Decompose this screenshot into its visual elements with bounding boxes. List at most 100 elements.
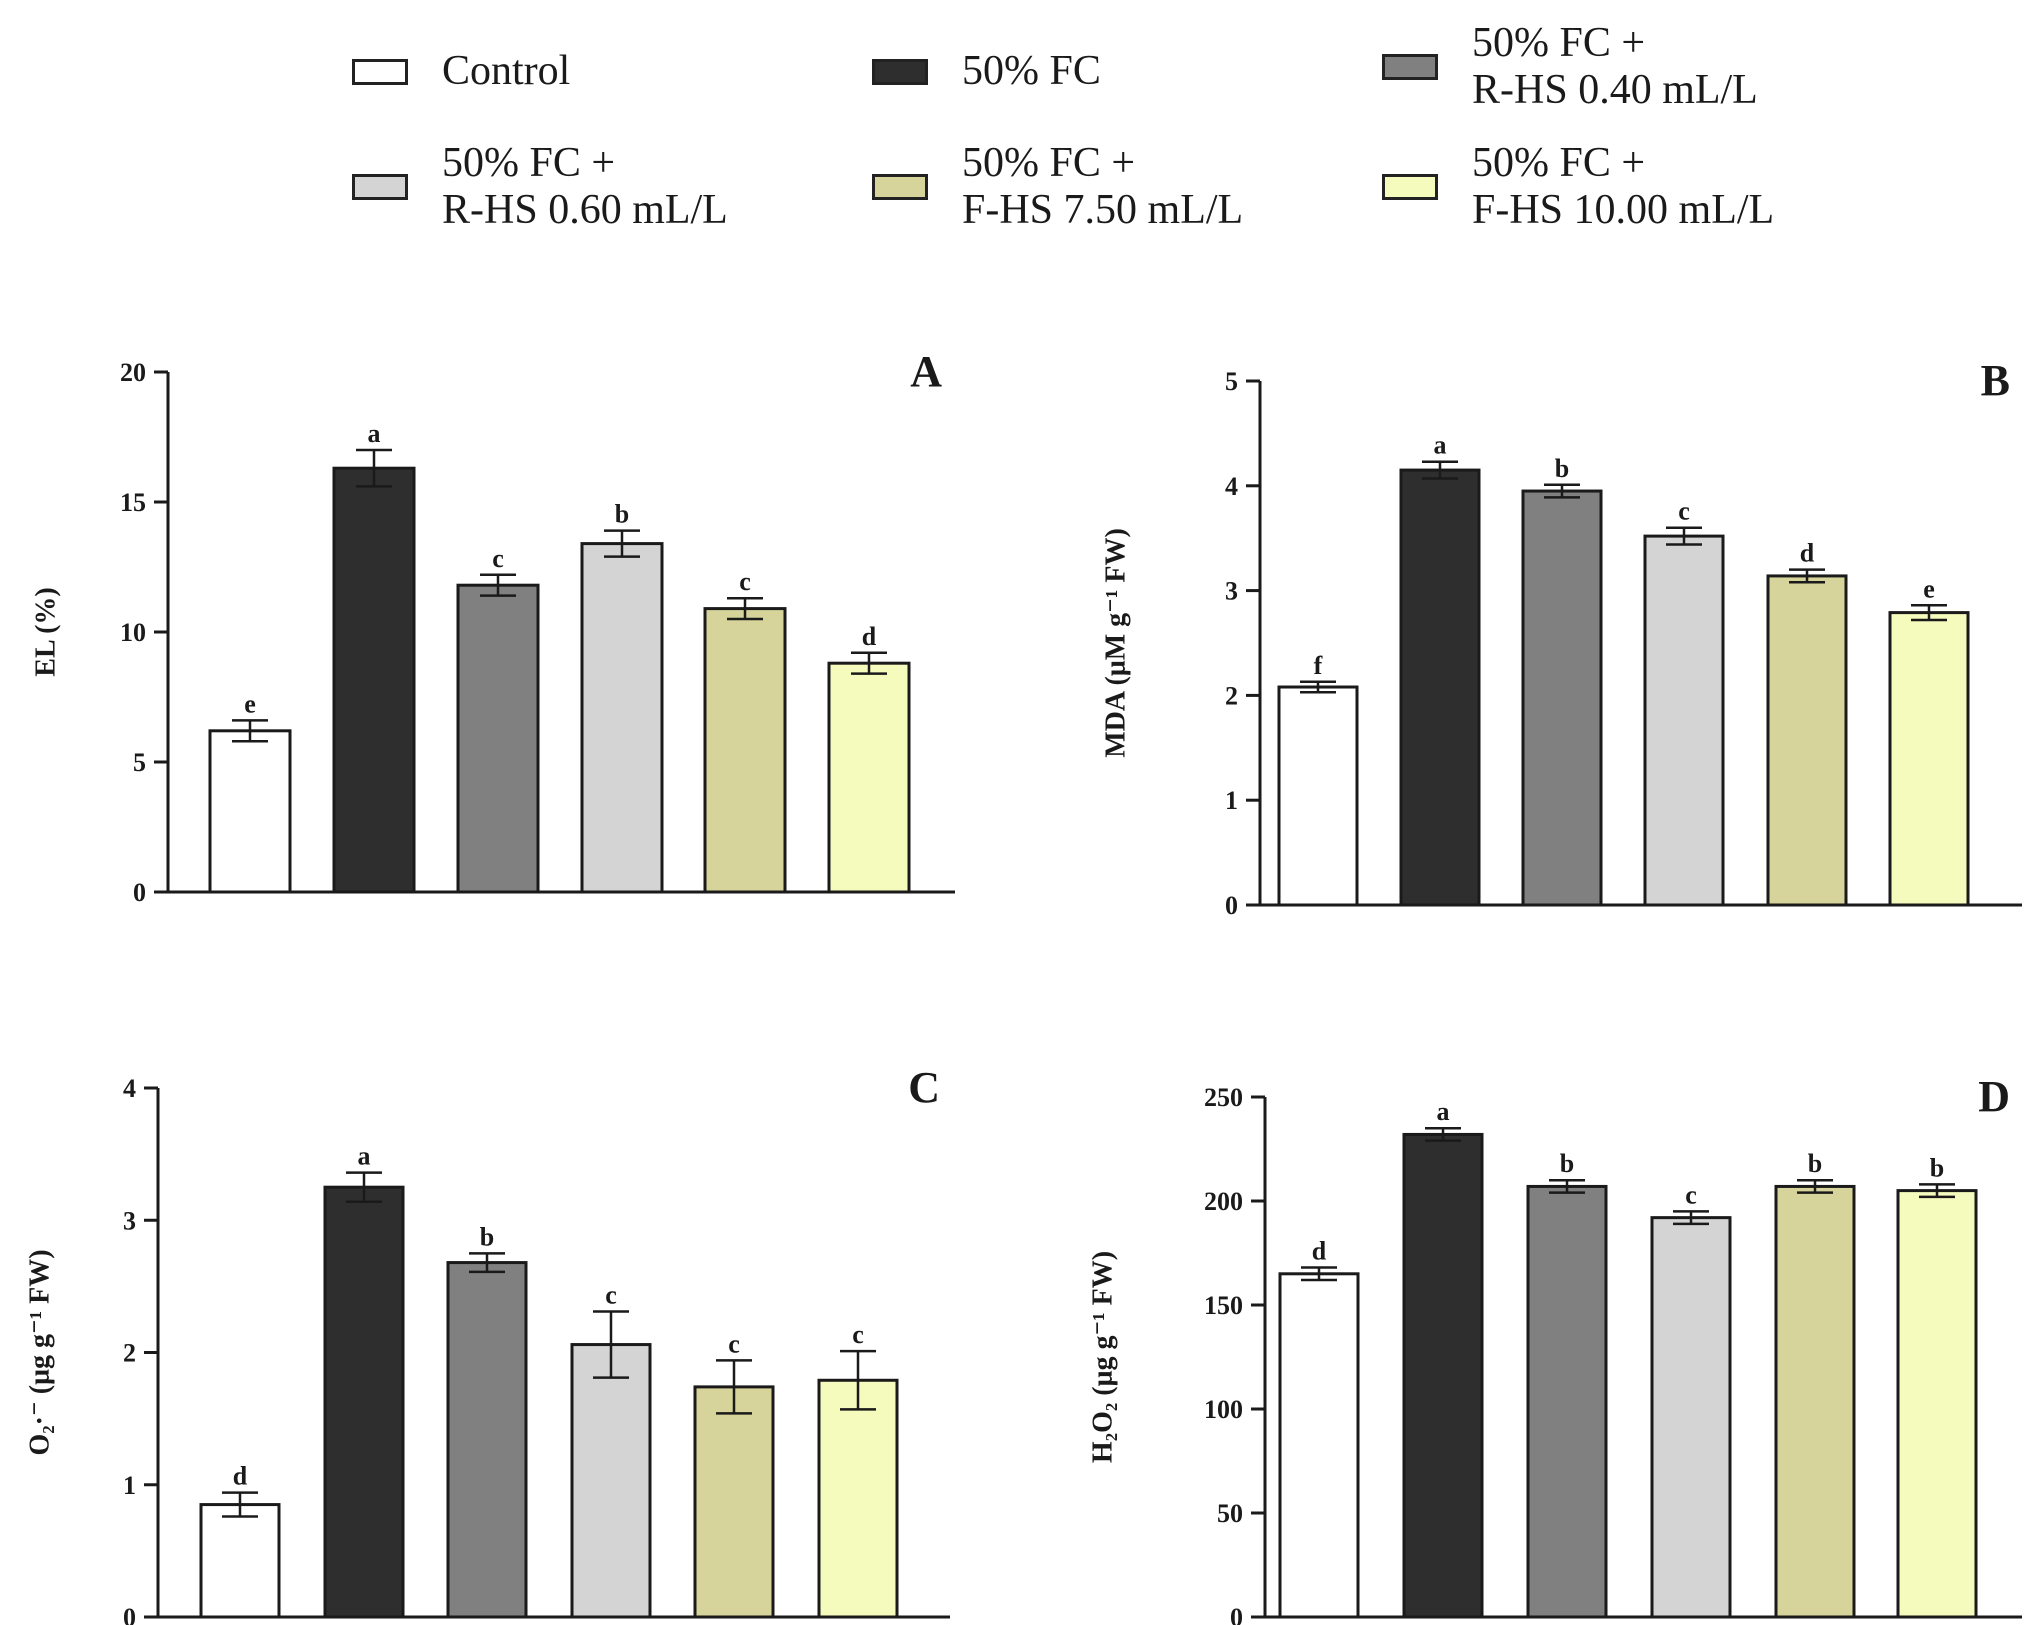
legend-label-50fc: 50% FC (962, 48, 1101, 94)
bar (817, 1378, 899, 1619)
bar (1766, 574, 1848, 907)
bar (446, 1261, 528, 1619)
significance-letter: b (1555, 454, 1569, 483)
y-tick-label: 0 (123, 1603, 136, 1625)
bar (1774, 1184, 1856, 1619)
panel-a: 0 5 10 15 20 EL (%) Ae a c b c d (30, 347, 955, 907)
y-tick-label: 250 (1204, 1083, 1243, 1112)
panel-letter: A (910, 347, 942, 396)
panel-c: 0 1 2 3 4 O₂·⁻ (μg g⁻¹ FW) Cd a b c c c (24, 1063, 950, 1625)
panel-letter: C (908, 1063, 940, 1112)
significance-letter: a (368, 419, 381, 448)
y-axis-label: O₂·⁻ (μg g⁻¹ FW) (24, 1249, 55, 1455)
significance-letter: d (233, 1462, 248, 1491)
y-tick-label: 0 (1225, 891, 1238, 920)
legend-item-fhs-1000: 50% FC + F-HS 10.00 mL/L (1382, 140, 1774, 234)
y-tick-label: 4 (1225, 472, 1238, 501)
bar (580, 542, 664, 894)
y-tick-label: 10 (120, 618, 146, 647)
y-tick-label: 5 (133, 748, 146, 777)
significance-letter: b (1560, 1149, 1574, 1178)
y-tick-label: 1 (1225, 786, 1238, 815)
bar (456, 583, 540, 894)
y-tick-label: 15 (120, 488, 146, 517)
legend-item-rhs-060: 50% FC + R-HS 0.60 mL/L (352, 140, 728, 234)
y-tick-label: 2 (1225, 681, 1238, 710)
bar (332, 466, 416, 894)
bar (199, 1503, 281, 1619)
y-tick-label: 200 (1204, 1187, 1243, 1216)
significance-letter: a (1434, 431, 1447, 460)
significance-letter: f (1314, 651, 1323, 680)
y-axis-label: EL (%) (30, 587, 61, 676)
significance-letter: b (615, 500, 629, 529)
bar (323, 1185, 405, 1619)
legend-swatch-rhs-060 (352, 174, 408, 200)
legend-item-50fc: 50% FC (872, 48, 1101, 95)
panel-b: 0 1 2 3 4 5 MDA (μM g⁻¹ FW) Bf a b c d e (1100, 356, 2022, 920)
bar (1399, 468, 1481, 907)
y-tick-label: 0 (1230, 1603, 1243, 1625)
y-tick-label: 3 (123, 1206, 136, 1235)
legend-swatch-control (352, 58, 408, 85)
y-tick-label: 5 (1225, 367, 1238, 396)
bar (703, 607, 787, 894)
significance-letter: b (1808, 1149, 1822, 1178)
legend-label-fhs-750: 50% FC + F-HS 7.50 mL/L (962, 140, 1244, 233)
legend-swatch-fhs-750 (872, 174, 928, 200)
bar (1650, 1216, 1732, 1619)
significance-letter: a (1437, 1097, 1450, 1126)
y-tick-label: 100 (1204, 1395, 1243, 1424)
y-tick-label: 150 (1204, 1291, 1243, 1320)
y-tick-label: 4 (123, 1074, 136, 1103)
panel-d: 0 50 100 150 200 250 H₂O₂ (μg g⁻¹ FW) Dd a b c b b (1087, 1072, 2022, 1625)
significance-letter: c (492, 544, 504, 573)
legend-item-fhs-750: 50% FC + F-HS 7.50 mL/L (872, 140, 1243, 234)
legend-item-rhs-040: 50% FC + R-HS 0.40 mL/L (1382, 20, 1758, 114)
legend-label-rhs-040: 50% FC + R-HS 0.40 mL/L (1472, 20, 1758, 113)
bar (1277, 685, 1359, 907)
significance-letter: b (1930, 1153, 1944, 1182)
y-tick-label: 0 (133, 878, 146, 907)
significance-letter: c (1678, 497, 1690, 526)
significance-letter: a (358, 1142, 371, 1171)
y-tick-label: 50 (1217, 1499, 1243, 1528)
bar (1521, 489, 1603, 907)
bar (1896, 1189, 1978, 1619)
bar (1888, 611, 1970, 907)
significance-letter: d (1312, 1237, 1327, 1266)
y-tick-label: 3 (1225, 577, 1238, 606)
y-tick-label: 20 (120, 358, 146, 387)
bar (1526, 1184, 1608, 1619)
significance-letter: c (728, 1329, 740, 1358)
panel-letter: D (1978, 1072, 2010, 1121)
bar (208, 729, 292, 894)
bar (1278, 1272, 1360, 1619)
significance-letter: c (1685, 1180, 1697, 1209)
significance-letter: e (1923, 574, 1935, 603)
panel-letter: B (1981, 356, 2010, 405)
legend: Control 50% FC 50% FC + R-HS 0.40 mL/L 5… (0, 0, 2034, 260)
significance-letter: e (244, 689, 256, 718)
y-tick-label: 1 (123, 1471, 136, 1500)
legend-swatch-rhs-040 (1382, 54, 1438, 80)
significance-letter: b (480, 1222, 494, 1251)
legend-label-control: Control (442, 48, 571, 94)
y-tick-label: 2 (123, 1339, 136, 1368)
significance-letter: c (605, 1281, 617, 1310)
legend-swatch-fhs-1000 (1382, 174, 1438, 200)
significance-letter: c (739, 567, 751, 596)
bar (1402, 1132, 1484, 1619)
y-axis-label: MDA (μM g⁻¹ FW) (1100, 528, 1131, 758)
significance-letter: c (852, 1320, 864, 1349)
bar (693, 1385, 775, 1619)
legend-item-control: Control (352, 48, 570, 95)
legend-label-rhs-060: 50% FC + R-HS 0.60 mL/L (442, 140, 728, 233)
significance-letter: d (1800, 539, 1815, 568)
bar (1643, 534, 1725, 907)
legend-label-fhs-1000: 50% FC + F-HS 10.00 mL/L (1472, 140, 1775, 233)
bar (827, 661, 911, 894)
significance-letter: d (862, 622, 877, 651)
y-axis-label: H₂O₂ (μg g⁻¹ FW) (1087, 1251, 1118, 1463)
